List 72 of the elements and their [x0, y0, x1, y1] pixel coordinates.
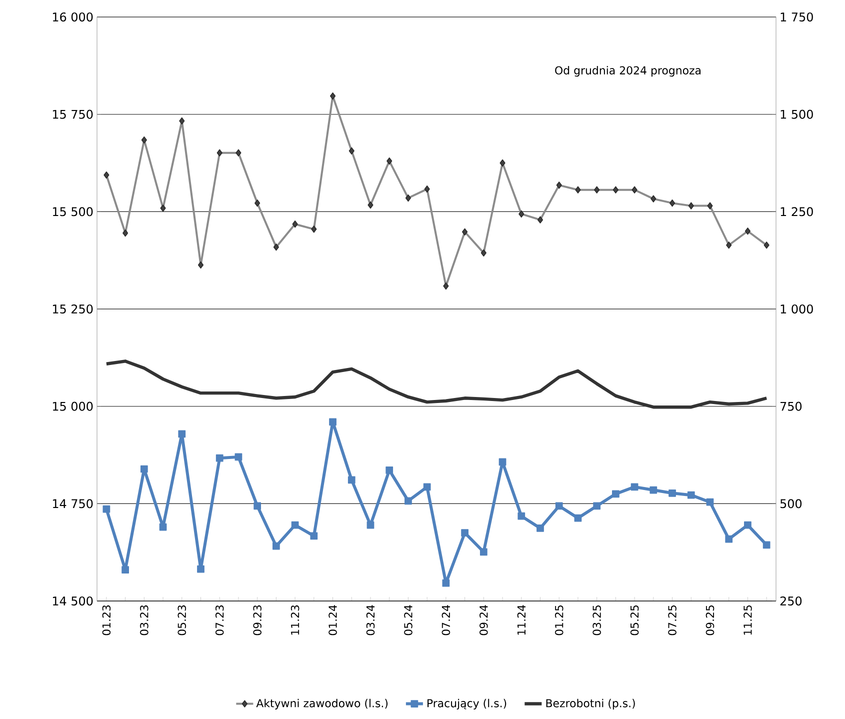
point: [234, 453, 242, 461]
y2-tick-label: 500: [780, 499, 802, 508]
point: [555, 502, 563, 510]
y-tick-label: 15 750: [52, 110, 93, 119]
y2-tick-label: 250: [780, 596, 802, 606]
point: [140, 465, 148, 473]
legend-label: Aktywni zawodowo (l.s.): [256, 698, 388, 710]
point: [536, 524, 544, 532]
x-tick-label: 03.23: [140, 605, 148, 636]
point: [386, 466, 394, 474]
point: [348, 476, 356, 484]
x-tick-label: 07.23: [215, 605, 224, 636]
point: [404, 497, 412, 505]
annotation: Od grudnia 2024 prognoza: [555, 66, 700, 77]
y-tick-label: 15 250: [52, 304, 93, 314]
point: [159, 523, 167, 531]
point: [630, 483, 638, 491]
point: [329, 418, 336, 426]
point: [122, 566, 129, 574]
x-tick-label: 11.24: [517, 605, 526, 635]
x-tick-label: 03.24: [366, 605, 375, 636]
legend-label: Pracujący (l.s.): [428, 698, 506, 710]
y2-tick-label: 1 500: [780, 110, 813, 119]
y2-tick-label: 1 250: [780, 207, 813, 216]
x-tick-label: 05.23: [178, 605, 186, 636]
y2-tick-label: 1 000: [780, 304, 813, 314]
x-tick-label: 11.23: [290, 605, 300, 635]
point: [706, 498, 714, 506]
point: [593, 502, 601, 510]
point: [197, 565, 204, 573]
y2-tick-label: 1 750: [780, 12, 813, 22]
x-tick-label: 11.25: [744, 605, 752, 635]
point: [254, 502, 262, 510]
point: [178, 430, 186, 438]
x-tick-label: 09.23: [253, 605, 262, 636]
y-tick-label: 15 000: [52, 402, 93, 411]
y-tick-label: 15 500: [52, 207, 93, 216]
point: [650, 486, 658, 494]
x-tick-label: 01.23: [102, 605, 111, 636]
x-tick-label: 03.25: [592, 605, 601, 636]
x-tick-label: 01.24: [328, 605, 337, 636]
y2-tick-label: 750: [780, 402, 802, 411]
point: [687, 491, 695, 499]
point: [442, 579, 450, 587]
point: [480, 548, 488, 556]
point: [102, 505, 110, 513]
point: [518, 512, 526, 520]
point: [461, 529, 468, 537]
point: [291, 521, 299, 529]
x-tick-label: 05.24: [404, 605, 412, 636]
x-tick-label: 09.25: [706, 605, 714, 636]
point: [725, 535, 733, 543]
x-tick-label: 09.24: [480, 605, 488, 636]
point: [310, 532, 318, 540]
point: [762, 541, 770, 549]
point: [216, 454, 224, 462]
point: [366, 521, 374, 529]
point: [272, 542, 280, 550]
point: [423, 483, 431, 491]
y-tick-label: 14 500: [52, 596, 93, 606]
point: [612, 490, 620, 498]
y-tick-label: 14 750: [52, 499, 93, 508]
x-tick-label: 07.25: [668, 605, 676, 636]
point: [574, 514, 582, 522]
legend-label: Bezrobotni (p.s.): [546, 698, 635, 710]
point: [744, 521, 752, 529]
y-tick-label: 16 000: [52, 12, 93, 22]
x-tick-label: 01.25: [554, 605, 564, 636]
point: [668, 489, 676, 497]
point: [498, 458, 506, 466]
x-tick-label: 07.24: [442, 605, 450, 636]
x-tick-label: 05.25: [630, 605, 639, 636]
